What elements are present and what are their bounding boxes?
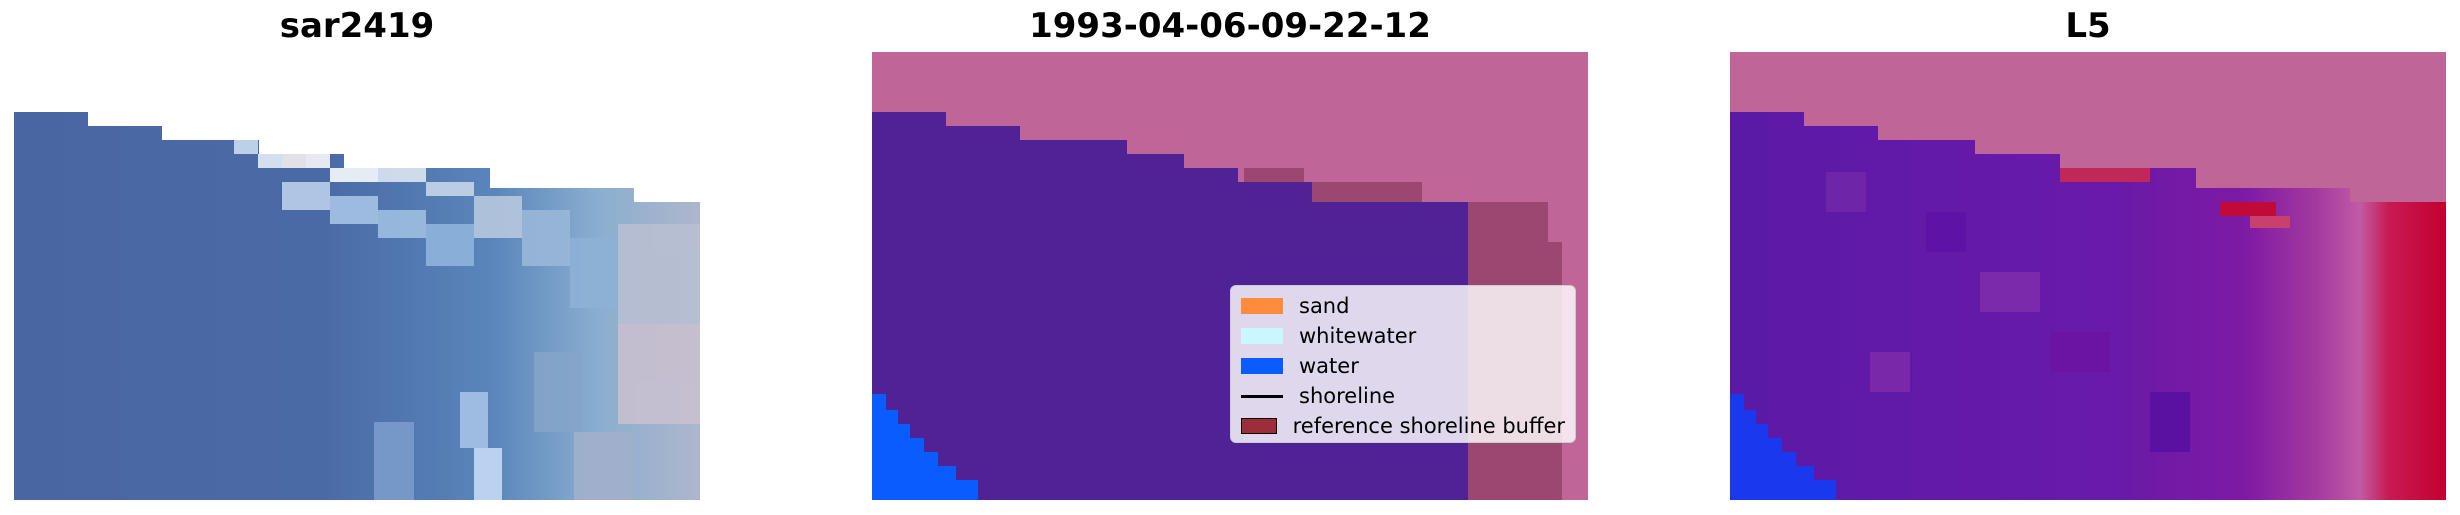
legend-label: whitewater <box>1299 324 1417 348</box>
whitewater-swatch <box>1241 328 1283 344</box>
probability-map-title: L5 <box>2065 6 2111 46</box>
reference-buffer-swatch <box>1241 418 1277 434</box>
legend-label: water <box>1299 354 1359 378</box>
legend-item-whitewater: whitewater <box>1241 321 1565 351</box>
water-blue-area <box>872 394 978 500</box>
probability-map <box>1730 52 2446 500</box>
shoreline-line-icon <box>1241 394 1283 398</box>
sand-swatch <box>1241 298 1283 314</box>
rgb-satellite-image <box>14 52 700 500</box>
classification-legend: sand whitewater water shoreline referenc… <box>1230 285 1576 443</box>
legend-label: reference shoreline buffer <box>1292 414 1565 438</box>
legend-item-sand: sand <box>1241 291 1565 321</box>
legend-label: sand <box>1299 294 1350 318</box>
probability-pixels <box>1826 168 2290 452</box>
legend-item-water: water <box>1241 351 1565 381</box>
classified-image-title: 1993-04-06-09-22-12 <box>1029 6 1431 46</box>
legend-label: shoreline <box>1299 384 1396 408</box>
surf-zone-pixels <box>234 140 700 500</box>
legend-item-reference-buffer: reference shoreline buffer <box>1241 411 1565 441</box>
water-class-area <box>872 112 1488 332</box>
rgb-image-title: sar2419 <box>279 6 435 46</box>
water-swatch <box>1241 358 1283 374</box>
water-blue-area <box>1730 394 1836 500</box>
image-footprint <box>14 112 700 500</box>
legend-item-shoreline: shoreline <box>1241 381 1565 411</box>
